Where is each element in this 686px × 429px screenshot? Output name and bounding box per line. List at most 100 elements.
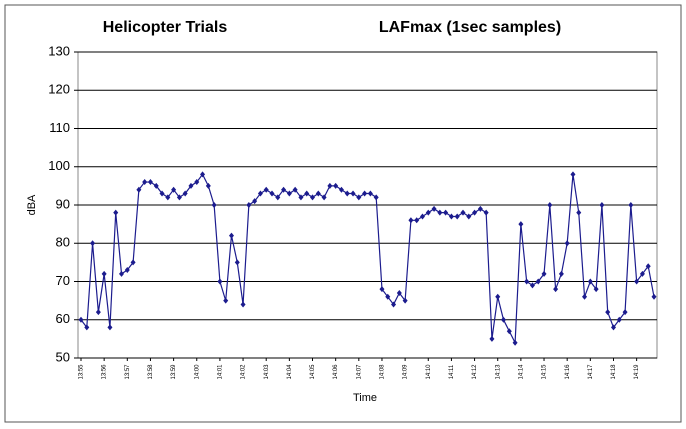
data-point bbox=[512, 339, 518, 346]
x-tick-label: 14:11 bbox=[449, 364, 455, 379]
data-point bbox=[257, 190, 263, 197]
x-tick-label: 14:06 bbox=[333, 364, 339, 380]
x-tick-label: 14:01 bbox=[217, 364, 223, 380]
data-point bbox=[176, 194, 182, 201]
y-tick-label: 80 bbox=[56, 235, 70, 250]
data-point bbox=[95, 309, 101, 316]
data-point bbox=[425, 209, 431, 216]
data-point bbox=[373, 194, 379, 201]
data-point bbox=[223, 297, 229, 304]
data-point bbox=[350, 190, 356, 197]
chart-subtitle: LAFmax (1sec samples) bbox=[379, 19, 561, 36]
data-point bbox=[321, 194, 327, 201]
x-tick-label: 14:07 bbox=[356, 364, 362, 380]
x-tick-label: 14:05 bbox=[310, 364, 316, 380]
data-point bbox=[171, 186, 177, 193]
data-point bbox=[292, 186, 298, 193]
data-point bbox=[599, 202, 605, 208]
data-point bbox=[616, 316, 622, 323]
data-point bbox=[483, 209, 489, 216]
data-point bbox=[344, 190, 350, 197]
x-tick-label: 14:04 bbox=[287, 364, 293, 380]
data-point bbox=[639, 270, 645, 277]
data-point bbox=[147, 179, 153, 186]
data-point bbox=[263, 186, 269, 193]
data-point bbox=[269, 190, 275, 197]
data-point bbox=[448, 213, 454, 220]
y-tick-label: 60 bbox=[56, 311, 70, 326]
y-tick-label: 90 bbox=[56, 196, 70, 211]
data-point bbox=[460, 209, 466, 216]
data-point bbox=[518, 221, 524, 228]
data-point bbox=[529, 282, 535, 289]
data-point bbox=[367, 190, 373, 197]
data-point bbox=[246, 202, 252, 208]
data-point bbox=[159, 190, 165, 197]
data-point bbox=[234, 259, 240, 266]
data-point bbox=[252, 198, 258, 205]
data-point bbox=[165, 194, 171, 201]
data-point bbox=[489, 335, 495, 342]
data-point bbox=[437, 209, 443, 216]
data-point bbox=[391, 301, 397, 308]
data-point bbox=[454, 213, 460, 220]
data-point bbox=[153, 182, 159, 189]
y-tick-label: 120 bbox=[48, 82, 70, 97]
data-point bbox=[211, 202, 217, 208]
x-tick-label: 14:12 bbox=[472, 364, 478, 380]
data-point bbox=[275, 194, 281, 201]
x-tick-label: 13:55 bbox=[79, 364, 85, 380]
y-tick-label: 130 bbox=[48, 43, 70, 58]
x-tick-label: 14:03 bbox=[264, 364, 270, 380]
data-point bbox=[553, 286, 559, 293]
x-tick-label: 14:13 bbox=[495, 364, 501, 380]
x-tick-label: 14:09 bbox=[403, 364, 409, 380]
data-point bbox=[547, 202, 553, 208]
x-tick-label: 14:02 bbox=[241, 364, 247, 380]
x-tick-label: 13:59 bbox=[171, 364, 177, 380]
x-tick-label: 14:10 bbox=[426, 364, 432, 380]
y-tick-label: 50 bbox=[56, 349, 70, 364]
data-point bbox=[622, 309, 628, 316]
data-point bbox=[443, 209, 449, 216]
y-axis-label: dBA bbox=[26, 194, 38, 215]
x-tick-label: 14:15 bbox=[542, 364, 548, 380]
x-tick-label: 13:58 bbox=[148, 364, 154, 380]
data-point bbox=[402, 297, 408, 304]
data-point bbox=[645, 263, 651, 270]
data-point bbox=[107, 324, 113, 331]
data-point bbox=[582, 293, 588, 300]
x-tick-label: 13:57 bbox=[125, 364, 131, 380]
data-point bbox=[593, 286, 599, 293]
chart-title: Helicopter Trials bbox=[103, 19, 228, 36]
data-point bbox=[84, 324, 90, 331]
data-point bbox=[495, 293, 501, 300]
data-point bbox=[570, 171, 576, 178]
data-point bbox=[587, 278, 593, 285]
x-tick-label: 14:14 bbox=[518, 364, 524, 380]
data-point bbox=[472, 209, 478, 216]
data-point bbox=[362, 190, 368, 197]
data-point bbox=[419, 213, 425, 220]
data-point bbox=[610, 324, 616, 331]
data-point bbox=[101, 270, 107, 277]
data-point bbox=[217, 278, 223, 285]
data-point bbox=[414, 217, 420, 224]
data-point bbox=[136, 186, 142, 193]
data-point bbox=[501, 316, 507, 323]
x-tick-label: 14:18 bbox=[611, 364, 617, 380]
data-point bbox=[634, 278, 640, 285]
data-line bbox=[80, 173, 655, 346]
data-point bbox=[651, 293, 657, 300]
data-point bbox=[281, 186, 287, 193]
data-point bbox=[524, 278, 530, 285]
data-point bbox=[327, 182, 333, 189]
data-point bbox=[240, 301, 246, 308]
data-point bbox=[356, 194, 362, 201]
data-point bbox=[310, 194, 316, 201]
x-tick-label: 14:08 bbox=[380, 364, 386, 380]
x-tick-label: 13:56 bbox=[102, 364, 108, 380]
data-point bbox=[315, 190, 321, 197]
data-point bbox=[200, 171, 206, 178]
